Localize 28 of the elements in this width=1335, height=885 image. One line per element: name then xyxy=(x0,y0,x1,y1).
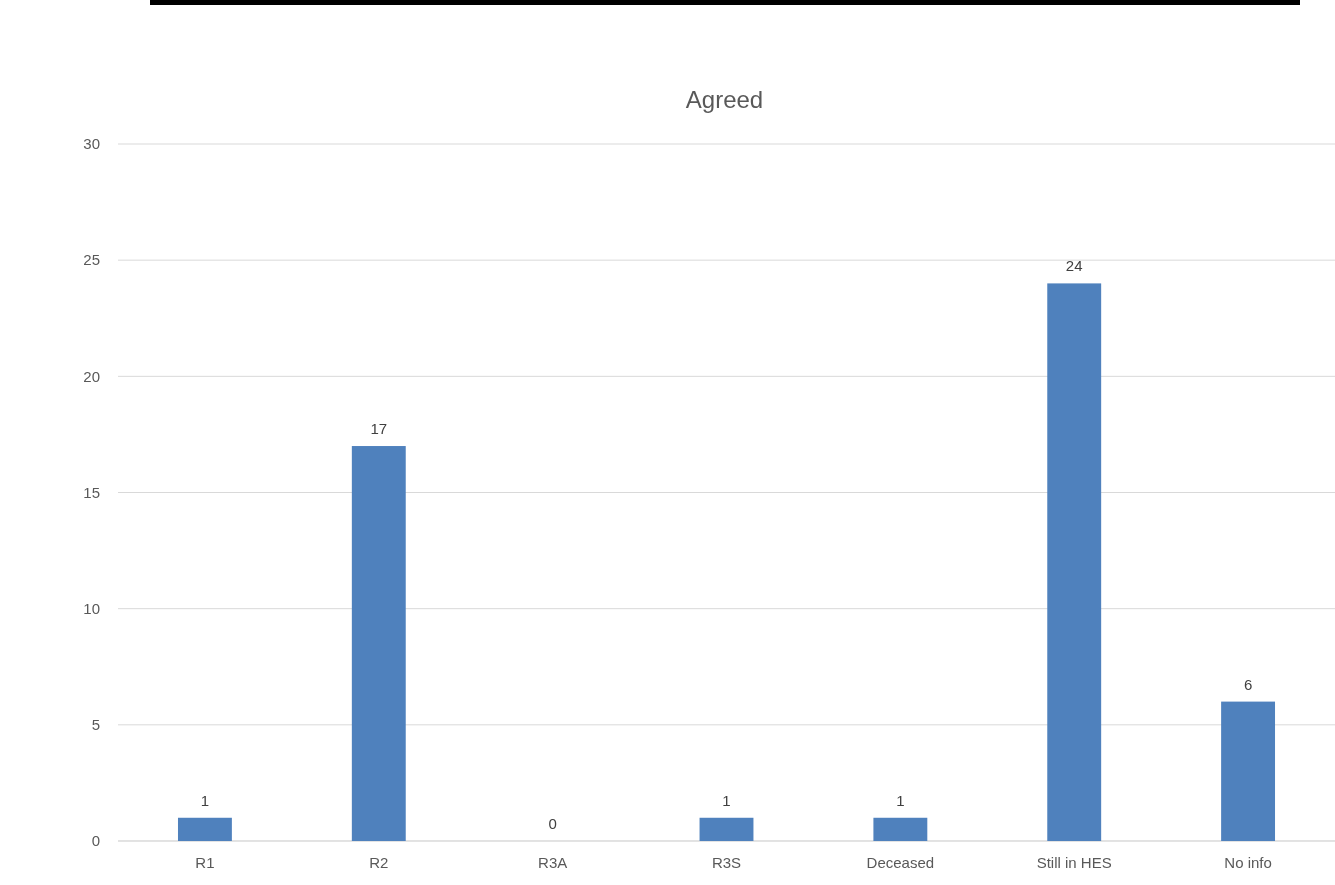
y-tick-label: 30 xyxy=(83,135,100,153)
data-label: 1 xyxy=(722,791,731,809)
bar xyxy=(1047,283,1102,841)
data-label: 24 xyxy=(1065,257,1083,275)
y-tick-label: 10 xyxy=(83,599,100,617)
x-tick-label: No info xyxy=(1224,854,1272,871)
x-tick-label: R3A xyxy=(538,854,568,871)
data-label: 1 xyxy=(896,791,905,809)
bar xyxy=(873,817,928,841)
y-tick-label: 15 xyxy=(83,483,100,501)
data-label: 1 xyxy=(200,791,210,809)
y-tick-label: 0 xyxy=(91,832,100,850)
y-tick-label: 20 xyxy=(83,367,100,385)
x-tick-label: R3S xyxy=(711,854,742,871)
data-label: 0 xyxy=(548,815,557,832)
data-label: 17 xyxy=(370,420,388,438)
chart-title: Agreed xyxy=(685,86,764,113)
bar xyxy=(699,817,754,841)
bar xyxy=(177,817,232,841)
y-tick-label: 25 xyxy=(83,251,100,269)
data-label: 6 xyxy=(1243,675,1253,693)
x-tick-label: R1 xyxy=(195,854,215,871)
x-tick-label: Still in HES xyxy=(1036,854,1112,871)
y-tick-label: 5 xyxy=(91,716,100,734)
bar xyxy=(1221,701,1276,841)
x-tick-label: Deceased xyxy=(866,854,935,871)
x-tick-label: R2 xyxy=(369,854,389,871)
bar xyxy=(351,446,406,841)
